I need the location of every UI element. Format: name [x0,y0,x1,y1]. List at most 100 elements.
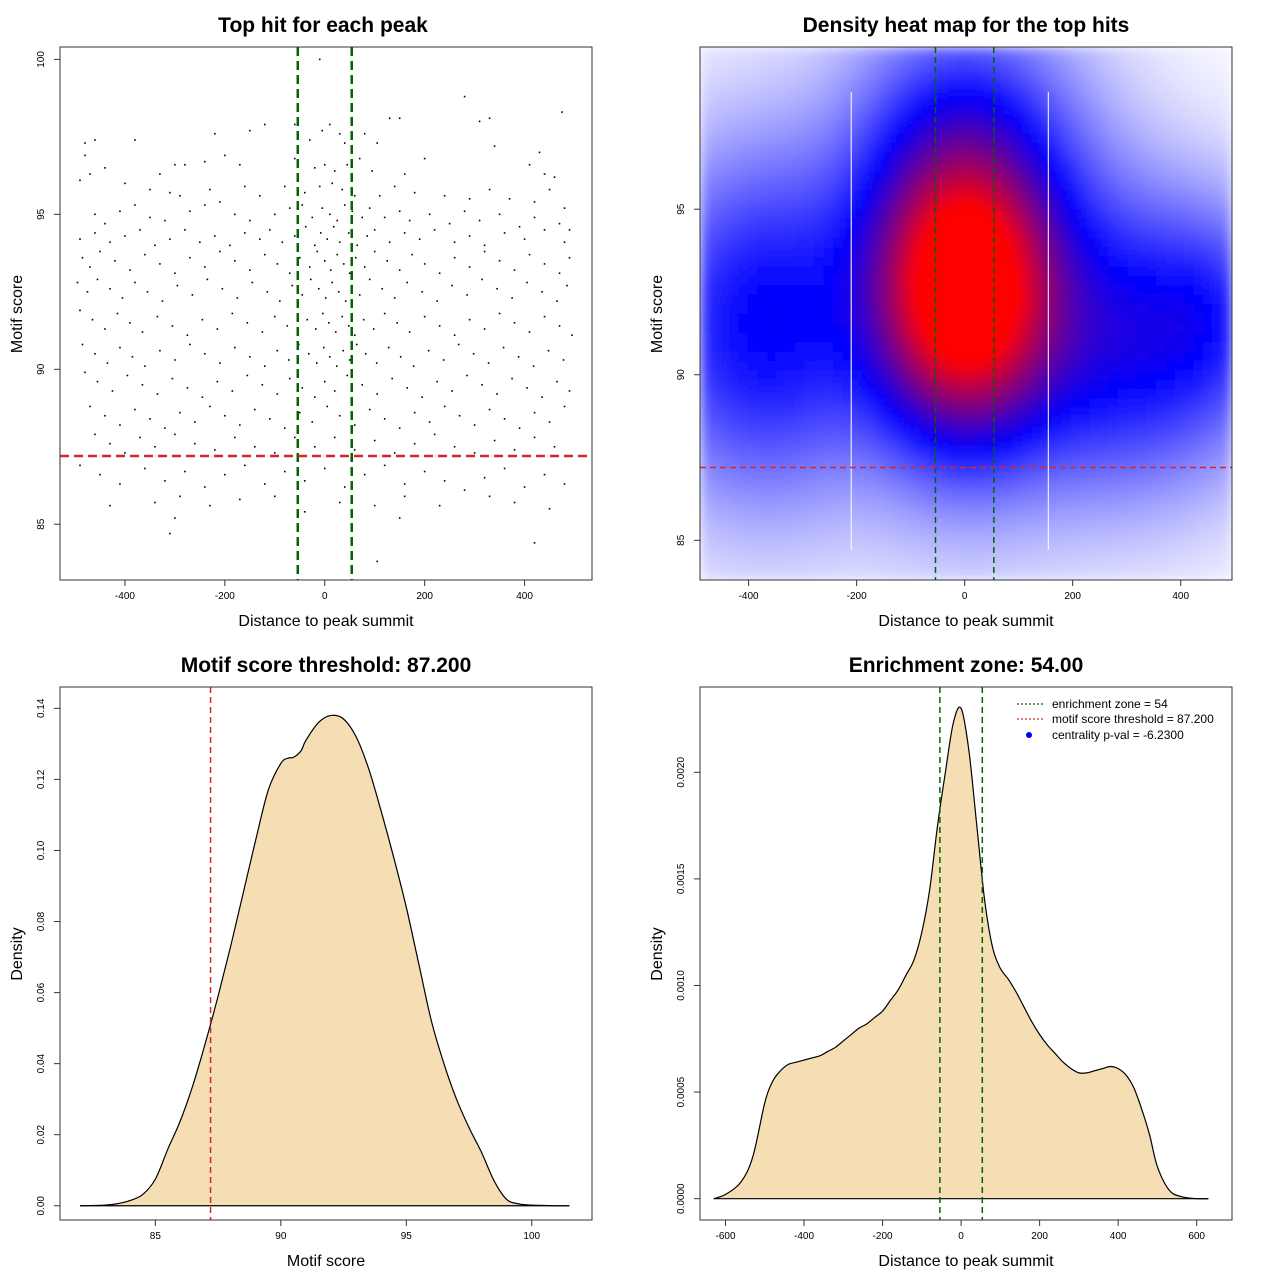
heat-cell [1108,47,1119,58]
distance-density-xlabel: Distance to peak summit [878,1253,1054,1270]
heat-cell [861,75,872,86]
scatter-point [483,328,486,330]
heat-cell [1222,142,1232,153]
legend-label-enrichment-zone: enrichment zone = 54 [1052,697,1168,711]
heat-cell [1137,218,1148,229]
heat-cell [795,484,806,495]
heat-cell [1175,123,1186,134]
heat-cell [1184,570,1195,580]
heat-cell [1118,513,1129,524]
heat-cell [1023,494,1034,505]
heat-cell [1099,570,1110,580]
heat-cell [985,389,996,400]
distance-density-title: Enrichment zone: 54.00 [849,654,1084,677]
heat-cell [1165,446,1176,457]
heat-cell [700,513,711,524]
heat-cell [1137,513,1148,524]
heat-cell [1175,284,1186,296]
heat-cell [1032,170,1043,181]
heat-cell [1213,313,1224,324]
heat-cell [937,570,948,580]
heat-cell [785,227,796,238]
scatter-point [191,294,194,296]
heat-cell [842,408,853,419]
heat-cell [719,456,730,467]
heat-cell [842,75,853,86]
heat-cell [785,246,796,257]
heat-cell [899,427,910,438]
heat-cell [1108,570,1119,580]
scatter-point [94,232,96,234]
heat-cell [842,418,853,429]
heat-cell [1203,75,1214,86]
heat-cell [1032,208,1043,219]
heat-cell [1127,570,1138,580]
heat-cell [1194,313,1205,324]
heat-cell [861,361,872,372]
heat-cell [947,560,958,572]
heat-cell [1118,342,1129,353]
heat-cell [871,75,882,86]
heat-cell [861,399,872,410]
scatter-point [338,241,341,244]
heat-cell [937,66,948,77]
heat-cell [785,199,796,210]
heat-cell [890,237,901,248]
scatter-point [436,380,438,383]
heat-cell [937,227,948,238]
heat-cell [757,446,768,457]
heat-cell [937,303,948,315]
heat-cell [738,446,749,457]
heat-cell [833,408,844,419]
heat-cell [956,123,967,134]
heat-cell [880,399,891,410]
heat-cell [776,56,787,67]
heat-cell [966,123,977,134]
heat-cell [1146,161,1157,172]
heat-cell [1175,389,1186,400]
heat-cell [899,560,910,572]
heat-cell [1013,113,1024,124]
scatter-point [321,312,324,315]
heat-cell [747,180,758,191]
heat-cell [1222,265,1232,277]
heat-cell [994,370,1005,381]
heat-cell [947,446,958,457]
heat-cell [842,104,853,115]
heat-cell [823,532,834,543]
heat-cell [1165,265,1176,277]
heat-cell [728,323,739,334]
heat-cell [1013,570,1024,580]
heat-cell [1156,475,1167,486]
heat-cell [966,256,977,267]
heat-cell [1222,494,1232,505]
heat-cell [1213,132,1224,143]
heat-cell [994,484,1005,495]
heat-cell [700,418,711,429]
heat-cell [1222,361,1232,372]
heat-cell [776,170,787,181]
heat-cell [814,123,825,134]
heat-cell [1175,132,1186,143]
heat-cell [804,437,815,448]
heat-cell [795,408,806,419]
heat-cell [747,66,758,77]
heat-cell [804,123,815,134]
heat-cell [1061,132,1072,143]
heat-cell [1165,427,1176,438]
heat-cell [833,189,844,200]
x-tick-label: -400 [739,591,759,602]
heat-cell [1222,246,1232,257]
heat-cell [785,170,796,181]
heat-cell [738,142,749,153]
heat-cell [1127,551,1138,562]
scatter-point [134,281,136,284]
heat-cell [842,199,853,210]
heat-cell [1004,294,1015,305]
heat-cell [1099,313,1110,324]
heat-cell [785,180,796,191]
scatter-point [219,201,221,203]
heat-cell [1127,66,1138,77]
heat-cell [1061,408,1072,419]
heat-cell [1118,522,1129,534]
